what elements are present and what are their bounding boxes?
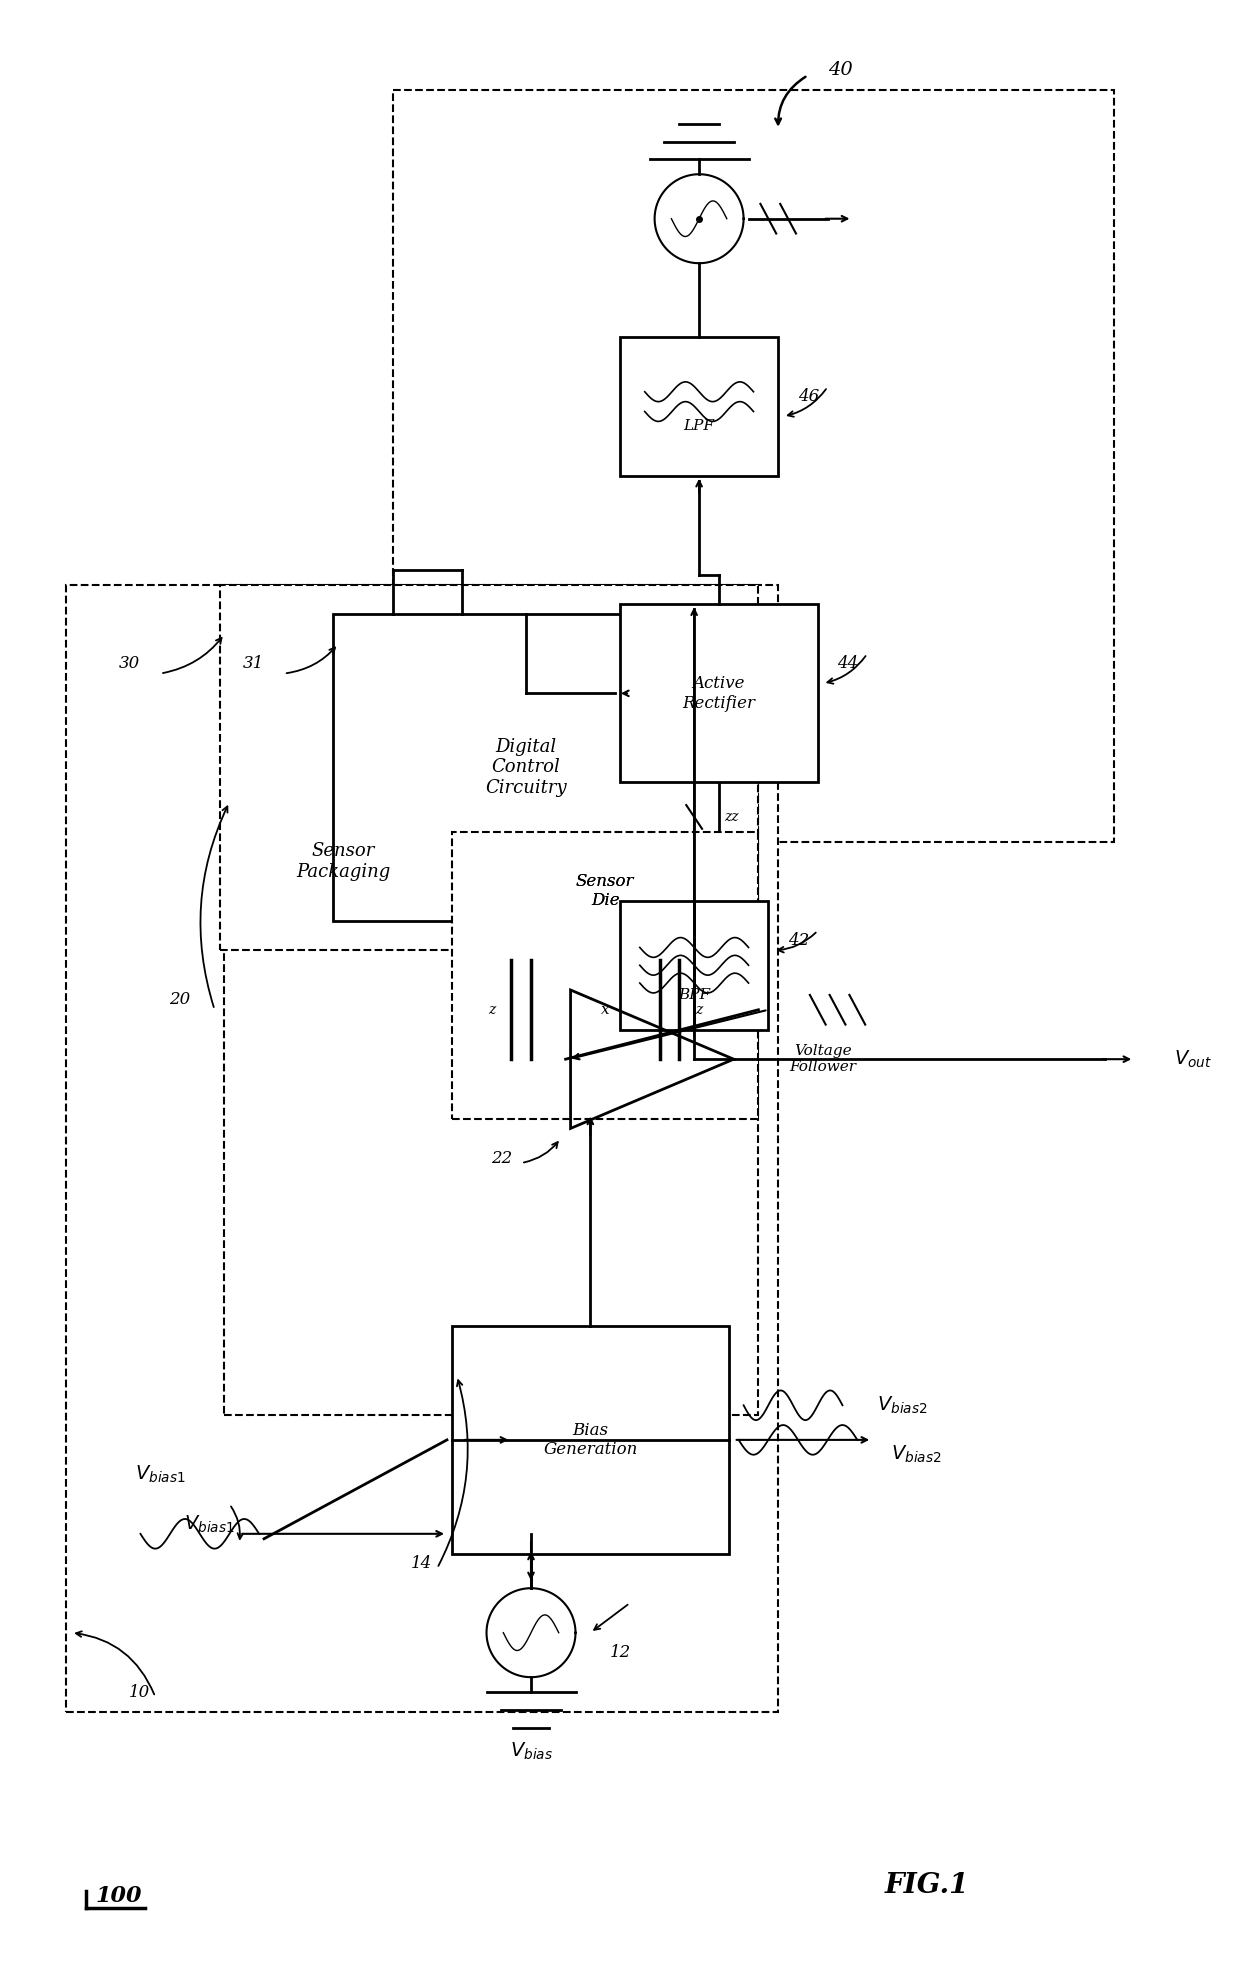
Bar [620,901,769,1029]
Bar [451,1326,729,1553]
Text: Active
Rectifier: Active Rectifier [682,676,755,711]
Bar [620,338,779,476]
Text: 20: 20 [169,992,190,1008]
Text: x: x [601,1002,610,1018]
Text: BPF: BPF [678,988,711,1002]
Text: LPF: LPF [683,419,714,433]
Text: 22: 22 [491,1150,512,1166]
Text: zz: zz [724,810,738,824]
Text: z: z [487,1002,495,1018]
Bar [393,91,1115,842]
Text: $V_{bias2}$: $V_{bias2}$ [877,1395,928,1417]
Bar [66,585,779,1711]
Text: Sensor
Die: Sensor Die [575,873,635,909]
Text: 44: 44 [837,656,859,672]
Text: Bias
Generation: Bias Generation [543,1421,637,1458]
Text: 14: 14 [410,1555,432,1573]
Text: 46: 46 [799,387,820,405]
Text: $V_{bias}$: $V_{bias}$ [510,1741,553,1763]
Text: $V_{bias1}$: $V_{bias1}$ [185,1514,234,1535]
Text: 100: 100 [95,1885,143,1907]
Bar [620,605,817,782]
Text: $V_{bias1}$: $V_{bias1}$ [135,1464,186,1486]
Text: $V_{out}$: $V_{out}$ [1174,1049,1211,1069]
Bar [451,832,759,1118]
Bar [334,615,719,921]
Text: Sensor
Packaging: Sensor Packaging [296,842,391,881]
Text: 42: 42 [789,933,810,948]
Text: 31: 31 [243,656,264,672]
Text: Sensor
Die: Sensor Die [575,873,635,909]
Text: FIG.1: FIG.1 [884,1873,968,1899]
Text: z: z [696,1002,703,1018]
Text: 40: 40 [827,61,852,79]
Text: $V_{bias2}$: $V_{bias2}$ [892,1444,942,1466]
Text: 30: 30 [119,656,140,672]
Text: Digital
Control
Circuitry: Digital Control Circuitry [485,737,567,796]
Text: 10: 10 [129,1684,150,1701]
Bar [219,585,759,950]
Text: Voltage
Follower: Voltage Follower [789,1043,856,1075]
Text: 12: 12 [610,1644,631,1662]
Bar [224,763,759,1415]
